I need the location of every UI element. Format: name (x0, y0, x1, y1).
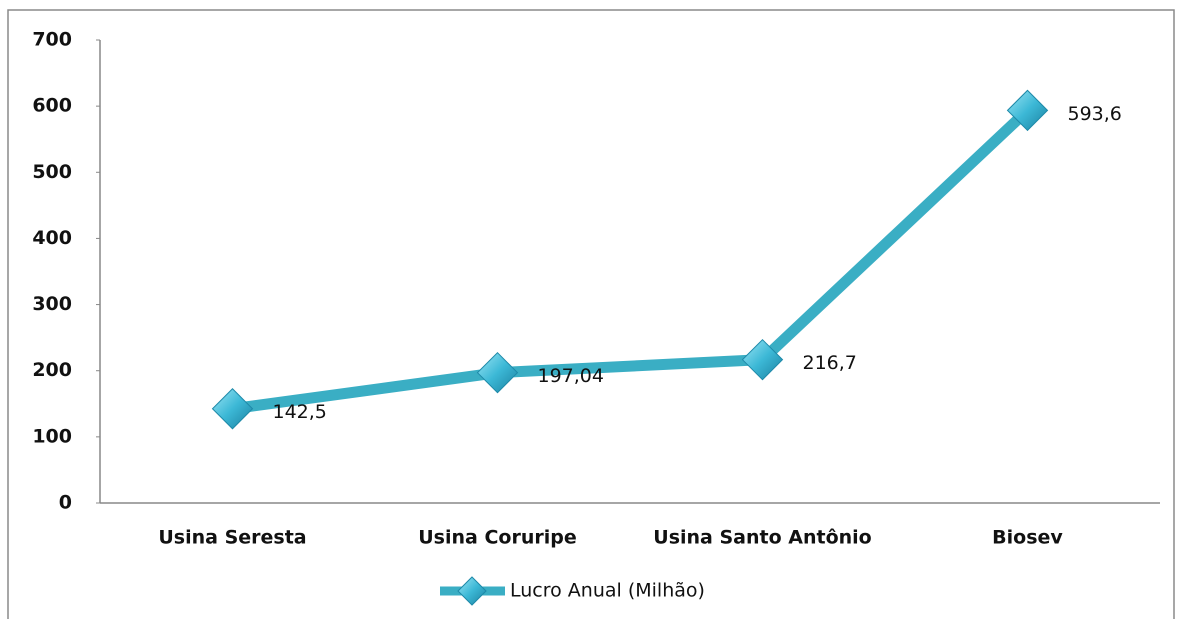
y-tick-label: 500 (32, 161, 72, 183)
x-tick-label: Biosev (992, 527, 1063, 549)
x-tick-label: Usina Seresta (158, 527, 306, 549)
y-tick-label: 700 (32, 29, 72, 51)
marker (211, 388, 254, 430)
y-tick-label: 200 (32, 359, 72, 381)
y-tick-label: 0 (59, 492, 72, 514)
x-tick-label: Usina Coruripe (418, 527, 576, 549)
legend-label: Lucro Anual (Milhão) (510, 580, 705, 602)
chart-frame (7, 9, 1175, 619)
marker (741, 338, 784, 381)
line (231, 106, 1032, 415)
data-label: 197,04 (538, 365, 604, 387)
data-label: 593,6 (1068, 103, 1122, 125)
data-label: 142,5 (273, 401, 327, 423)
y-tick-label: 300 (32, 293, 72, 315)
y-tick-label: 600 (32, 95, 72, 117)
data-label: 216,7 (803, 352, 857, 374)
marker (476, 351, 519, 394)
x-tick-label: Usina Santo Antônio (653, 527, 871, 549)
y-tick-label: 100 (32, 425, 72, 447)
marker (1006, 89, 1049, 132)
y-tick-label: 400 (32, 227, 72, 249)
legend-marker (457, 576, 487, 606)
